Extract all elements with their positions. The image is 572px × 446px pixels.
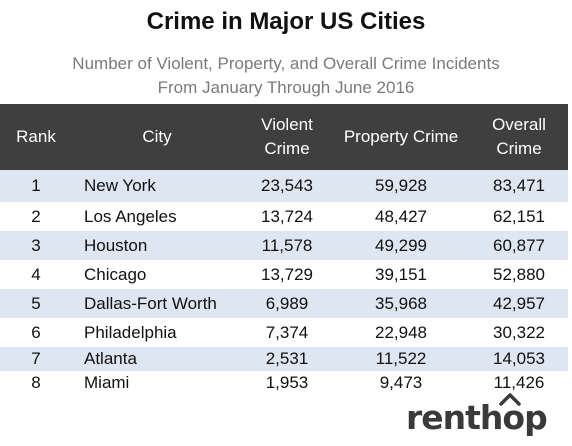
cell-city: Philadelphia xyxy=(72,318,242,347)
cell-overall: 83,471 xyxy=(470,170,568,202)
cell-rank: 4 xyxy=(0,260,72,289)
header-overall-line-1: Overall xyxy=(492,115,546,134)
table-row: 5 Dallas-Fort Worth 6,989 35,968 42,957 xyxy=(0,289,568,318)
cell-rank: 6 xyxy=(0,318,72,347)
table-row: 1 New York 23,543 59,928 83,471 xyxy=(0,170,568,202)
roof-icon xyxy=(499,393,521,406)
cell-city: Chicago xyxy=(72,260,242,289)
table-row: 3 Houston 11,578 49,299 60,877 xyxy=(0,231,568,260)
cell-overall: 52,880 xyxy=(470,260,568,289)
header-violent-line-1: Violent xyxy=(261,115,313,134)
header-overall-line-2: Crime xyxy=(496,139,542,158)
cell-city: Dallas-Fort Worth xyxy=(72,289,242,318)
cell-overall: 14,053 xyxy=(470,347,568,371)
table-row: 2 Los Angeles 13,724 48,427 62,151 xyxy=(0,202,568,231)
table-row: 8 Miami 1,953 9,473 11,426 xyxy=(0,371,568,395)
cell-property: 11,522 xyxy=(332,347,470,371)
cell-overall: 30,322 xyxy=(470,318,568,347)
table-row: 6 Philadelphia 7,374 22,948 30,322 xyxy=(0,318,568,347)
table-row: 4 Chicago 13,729 39,151 52,880 xyxy=(0,260,568,289)
cell-property: 39,151 xyxy=(332,260,470,289)
cell-city: Atlanta xyxy=(72,347,242,371)
cell-violent: 1,953 xyxy=(242,371,332,395)
cell-rank: 1 xyxy=(0,170,72,202)
cell-property: 9,473 xyxy=(332,371,470,395)
cell-property: 35,968 xyxy=(332,289,470,318)
cell-property: 22,948 xyxy=(332,318,470,347)
cell-city: Miami xyxy=(72,371,242,395)
cell-property: 59,928 xyxy=(332,170,470,202)
header-property-label: Property Crime xyxy=(343,127,459,146)
cell-violent: 13,729 xyxy=(242,260,332,289)
cell-overall: 62,151 xyxy=(470,202,568,231)
cell-rank: 7 xyxy=(0,347,72,371)
cell-rank: 8 xyxy=(0,371,72,395)
renthop-logo: renthop xyxy=(406,393,556,438)
header-violent-line-2: Crime xyxy=(264,139,310,158)
cell-overall: 42,957 xyxy=(470,289,568,318)
header-property-crime: Property Crime xyxy=(332,104,470,170)
cell-overall: 60,877 xyxy=(470,231,568,260)
cell-violent: 6,989 xyxy=(242,289,332,318)
header-rank-label: Rank xyxy=(16,127,56,146)
table-row: 7 Atlanta 2,531 11,522 14,053 xyxy=(0,347,568,371)
cell-violent: 11,578 xyxy=(242,231,332,260)
cell-violent: 7,374 xyxy=(242,318,332,347)
cell-violent: 13,724 xyxy=(242,202,332,231)
table-body: 1 New York 23,543 59,928 83,471 2 Los Angeles 1… xyxy=(0,170,568,395)
header-rank: Rank xyxy=(0,104,72,170)
header-city-label: City xyxy=(142,127,172,146)
cell-property: 49,299 xyxy=(332,231,470,260)
cell-property: 48,427 xyxy=(332,202,470,231)
cell-overall: 11,426 xyxy=(470,371,568,395)
cell-rank: 2 xyxy=(0,202,72,231)
cell-city: Houston xyxy=(72,231,242,260)
chart-title: Crime in Major US Cities xyxy=(146,8,426,35)
header-city: City xyxy=(72,104,242,170)
cell-violent: 2,531 xyxy=(242,347,332,371)
table-header-row: Rank City Violent Crime Property Crime O… xyxy=(0,104,568,170)
crime-table: Rank City Violent Crime Property Crime O… xyxy=(0,104,568,395)
cell-violent: 23,543 xyxy=(242,170,332,202)
cell-rank: 3 xyxy=(0,231,72,260)
chart-subtitle-line-1: Number of Violent, Property, and Overall… xyxy=(72,54,500,73)
header-violent-crime: Violent Crime xyxy=(242,104,332,170)
logo-text: renthop xyxy=(406,398,548,437)
cell-city: Los Angeles xyxy=(72,202,242,231)
cell-city: New York xyxy=(72,170,242,202)
chart-subtitle-line-2: From January Through June 2016 xyxy=(157,78,415,97)
header-overall-crime: Overall Crime xyxy=(470,104,568,170)
cell-rank: 5 xyxy=(0,289,72,318)
